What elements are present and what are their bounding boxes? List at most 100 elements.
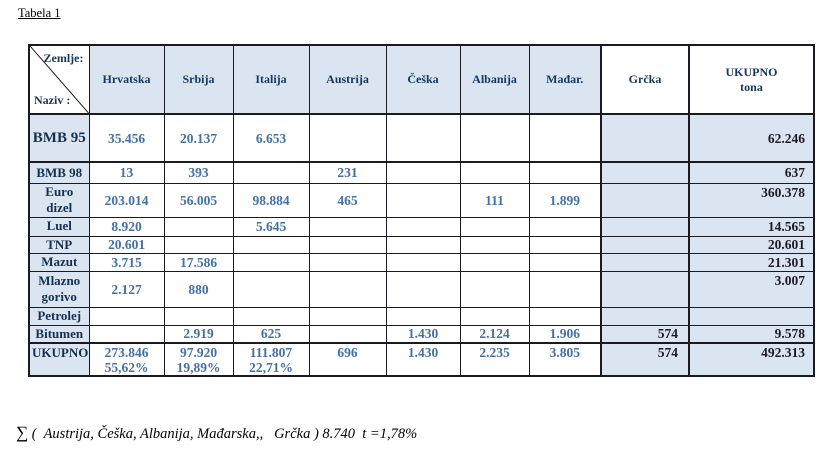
- table-row-ukupno: UKUPNO 273.846 55,62% 97.920 19,89% 111.807 22…: [28, 342, 815, 377]
- cell-euro-dizel-italija: 98.884: [232, 182, 310, 218]
- cell-bitumen-srbija: 2.919: [163, 324, 234, 344]
- cell-luel-srbija: [163, 216, 234, 237]
- cell-mlazno-gorivo-albanija: [459, 270, 530, 308]
- col-header-grcka: Grčka: [600, 44, 690, 115]
- cell-bmb-95-srbija: 20.137: [163, 113, 234, 163]
- cell-mlazno-gorivo-grcka: [600, 270, 690, 308]
- cell-bitumen-grcka: 574: [600, 324, 690, 344]
- total-luel: 14.565: [688, 216, 815, 237]
- cell-value: 97.920: [179, 345, 218, 360]
- row-label-bmb-98: BMB 98: [28, 161, 90, 184]
- total-mlazno-gorivo: 3.007: [688, 270, 815, 308]
- table-row-petrolej: Petrolej: [28, 306, 815, 326]
- cell-mazut-madar: [528, 252, 602, 272]
- cell-bmb-98-grcka: [600, 161, 690, 184]
- cell-bmb-98-ceska: [385, 161, 461, 184]
- cell-luel-austrija: [308, 216, 387, 237]
- cell-bmb-95-italija: 6.653: [232, 113, 310, 163]
- cell-mazut-srbija: 17.586: [163, 252, 234, 272]
- header-row: Zemlje: Naziv : Hrvatska Srbija Italija …: [28, 44, 815, 115]
- row-label-ukupno: UKUPNO: [28, 342, 90, 377]
- cell-bmb-95-madar: [528, 113, 602, 163]
- row-label-tnp: TNP: [28, 235, 90, 254]
- table-row-bitumen: Bitumen 2.919 625 1.430 2.124 1.906 574 9.578: [28, 324, 815, 344]
- cell-luel-madar: [528, 216, 602, 237]
- cell-bmb-98-italija: [232, 161, 310, 184]
- cell-mazut-grcka: [600, 252, 690, 272]
- cell-petrolej-madar: [528, 306, 602, 326]
- total-tnp: 20.601: [688, 235, 815, 254]
- col-header-ukupno: UKUPNO tona: [688, 44, 815, 115]
- cell-euro-dizel-austrija: 465: [308, 182, 387, 218]
- table-row-bmb-98: BMB 98 13 393 231 637: [28, 161, 815, 184]
- table-row-euro-dizel: Euro dizel 203.014 56.005 98.884 465 111 1.899…: [28, 182, 815, 218]
- corner-label-naziv: Naziv :: [34, 93, 71, 107]
- cell-mlazno-gorivo-ceska: [385, 270, 461, 308]
- cell-euro-dizel-albanija: 111: [459, 182, 530, 218]
- cell-percent: 19,89%: [176, 360, 221, 375]
- cell-petrolej-ceska: [385, 306, 461, 326]
- summary-text: ( Austrija, Češka, Albanija, Mađarska,, …: [28, 426, 418, 442]
- col-header-hrvatska: Hrvatska: [88, 44, 165, 115]
- cell-bitumen-austrija: [308, 324, 387, 344]
- sigma-symbol: ∑: [16, 423, 29, 442]
- cell-bitumen-italija: 625: [232, 324, 310, 344]
- cell-ukupno-austrija: 696: [308, 342, 387, 377]
- cell-petrolej-albanija: [459, 306, 530, 326]
- col-header-ceska: Češka: [385, 44, 461, 115]
- row-label-petrolej: Petrolej: [28, 306, 90, 326]
- col-header-madar: Mađar.: [528, 44, 602, 115]
- cell-euro-dizel-grcka: [600, 182, 690, 218]
- cell-percent: 55,62%: [104, 360, 149, 375]
- cell-mazut-italija: [232, 252, 310, 272]
- table-row-luel: Luel 8.920 5.645 14.565: [28, 216, 815, 237]
- cell-ukupno-madar: 3.805: [528, 342, 602, 377]
- row-label-luel: Luel: [28, 216, 90, 237]
- cell-ukupno-ceska: 1.430: [385, 342, 461, 377]
- cell-mlazno-gorivo-srbija: 880: [163, 270, 234, 308]
- table-row-tnp: TNP 20.601 20.601: [28, 235, 815, 254]
- total-header-line1: UKUPNO: [725, 64, 778, 79]
- table-caption: Tabela 1: [18, 6, 61, 20]
- cell-ukupno-albanija: 2.235: [459, 342, 530, 377]
- summary-line: ∑ ( Austrija, Češka, Albanija, Mađarska,…: [16, 423, 417, 443]
- cell-ukupno-italija: 111.807 22,71%: [232, 342, 310, 377]
- cell-bmb-95-ceska: [385, 113, 461, 163]
- cell-euro-dizel-madar: 1.899: [528, 182, 602, 218]
- cell-bmb-98-austrija: 231: [308, 161, 387, 184]
- col-header-austrija: Austrija: [308, 44, 387, 115]
- cell-value: 273.846: [104, 345, 149, 360]
- row-label-mlazno-gorivo: Mlazno gorivo: [28, 270, 90, 308]
- cell-mlazno-gorivo-madar: [528, 270, 602, 308]
- corner-label-zemlje: Zemlje:: [43, 51, 84, 65]
- row-label-bitumen: Bitumen: [28, 324, 90, 344]
- table-row-mazut: Mazut 3.715 17.586 21.301: [28, 252, 815, 272]
- total-bmb-98: 637: [688, 161, 815, 184]
- cell-bmb-98-madar: [528, 161, 602, 184]
- cell-mazut-hrvatska: 3.715: [88, 252, 165, 272]
- cell-tnp-srbija: [163, 235, 234, 254]
- cell-bmb-95-grcka: [600, 113, 690, 163]
- row-label-euro-dizel: Euro dizel: [28, 182, 90, 218]
- cell-bmb-98-hrvatska: 13: [88, 161, 165, 184]
- data-table: Zemlje: Naziv : Hrvatska Srbija Italija …: [28, 44, 815, 377]
- cell-ukupno-srbija: 97.920 19,89%: [163, 342, 234, 377]
- total-bmb-95: 62.246: [688, 113, 815, 163]
- cell-bitumen-hrvatska: [88, 324, 165, 344]
- cell-ukupno-grcka: 574: [600, 342, 690, 377]
- cell-value: 111.807: [249, 345, 293, 360]
- diagonal-divider: [30, 46, 89, 113]
- cell-petrolej-austrija: [308, 306, 387, 326]
- cell-petrolej-hrvatska: [88, 306, 165, 326]
- cell-mazut-albanija: [459, 252, 530, 272]
- cell-petrolej-grcka: [600, 306, 690, 326]
- cell-mazut-ceska: [385, 252, 461, 272]
- cell-luel-italija: 5.645: [232, 216, 310, 237]
- total-mazut: 21.301: [688, 252, 815, 272]
- cell-mlazno-gorivo-italija: [232, 270, 310, 308]
- cell-tnp-albanija: [459, 235, 530, 254]
- corner-cell: Zemlje: Naziv :: [28, 44, 90, 115]
- cell-bmb-98-albanija: [459, 161, 530, 184]
- cell-bmb-98-srbija: 393: [163, 161, 234, 184]
